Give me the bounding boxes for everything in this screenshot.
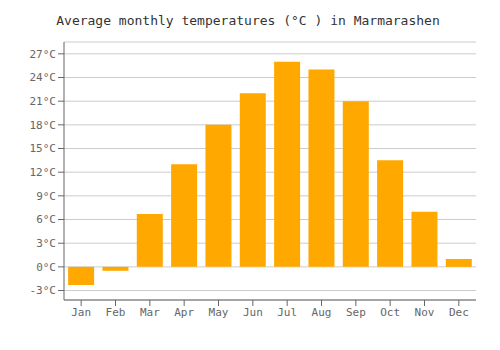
svg-text:Mar: Mar bbox=[140, 306, 160, 319]
svg-text:Sep: Sep bbox=[346, 306, 366, 319]
svg-text:Nov: Nov bbox=[415, 306, 435, 319]
svg-text:Dec: Dec bbox=[449, 306, 469, 319]
svg-text:15°C: 15°C bbox=[30, 142, 57, 155]
svg-text:Jan: Jan bbox=[71, 306, 91, 319]
svg-text:Jun: Jun bbox=[243, 306, 263, 319]
svg-text:21°C: 21°C bbox=[30, 95, 57, 108]
svg-text:18°C: 18°C bbox=[30, 119, 57, 132]
svg-text:Feb: Feb bbox=[106, 306, 126, 319]
svg-text:Apr: Apr bbox=[174, 306, 194, 319]
html-text:Average monthly temperatures (: Average monthly temperatures (°C ) in Ma… bbox=[56, 13, 440, 28]
svg-text:Jul: Jul bbox=[277, 306, 297, 319]
svg-text:27°C: 27°C bbox=[30, 48, 57, 61]
svg-text:3°C: 3°C bbox=[36, 237, 56, 250]
svg-text:0°C: 0°C bbox=[36, 261, 56, 274]
svg-text:6°C: 6°C bbox=[36, 213, 56, 226]
svg-text:May: May bbox=[209, 306, 229, 319]
svg-text:Aug: Aug bbox=[312, 306, 332, 319]
svg-text:12°C: 12°C bbox=[30, 166, 57, 179]
svg-text:-3°C: -3°C bbox=[30, 284, 57, 297]
svg-text:24°C: 24°C bbox=[30, 71, 57, 84]
svg-text:9°C: 9°C bbox=[36, 190, 56, 203]
svg-text:Oct: Oct bbox=[380, 306, 400, 319]
